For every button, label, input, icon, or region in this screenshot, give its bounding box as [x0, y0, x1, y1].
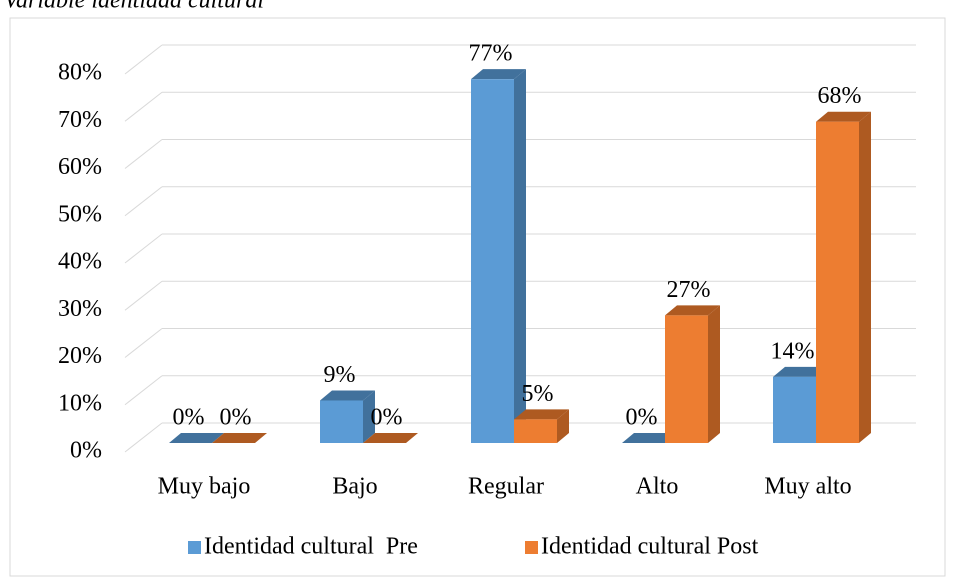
bar-top [363, 433, 418, 443]
bar-top [665, 305, 720, 316]
grid-line-side [124, 233, 163, 264]
bar [665, 315, 708, 443]
bar-top [816, 111, 871, 122]
y-tick-label: 30% [58, 296, 102, 322]
bar-side [557, 409, 569, 443]
grid-line-side [124, 139, 163, 169]
bar-top [169, 433, 224, 443]
y-tick-label: 80% [58, 60, 102, 86]
bar-side [363, 390, 375, 443]
chart-frame [9, 17, 946, 577]
grid-line-side [124, 186, 163, 217]
x-tick-label: Alto [636, 474, 679, 500]
bar-top [514, 409, 569, 420]
data-label: 68% [818, 83, 862, 109]
data-label: 14% [771, 338, 815, 364]
bar-top [471, 69, 526, 80]
y-tick-label: 20% [58, 343, 102, 369]
bar [514, 419, 557, 443]
bar-top [773, 366, 828, 377]
grid-line-side [124, 280, 163, 311]
x-tick-label: Regular [468, 474, 544, 500]
y-tick-label: 50% [58, 201, 102, 227]
bar [773, 376, 816, 443]
data-label: 0% [173, 405, 205, 431]
legend-swatch [525, 541, 538, 554]
data-label: 0% [220, 405, 252, 431]
bar-side [514, 69, 526, 444]
y-tick-label: 40% [58, 249, 102, 275]
data-label: 0% [626, 405, 658, 431]
grid-line-side [124, 328, 163, 358]
legend-label: Identidad cultural Pre [204, 534, 418, 560]
bar-side [708, 305, 720, 443]
y-tick-label: 0% [70, 438, 102, 464]
legend-swatch [188, 541, 201, 554]
bar-top [622, 433, 677, 443]
legend-label: Identidad cultural Post [541, 534, 759, 560]
x-tick-label: Bajo [332, 474, 377, 500]
x-tick-label: Muy bajo [158, 474, 251, 500]
bar-side [859, 111, 871, 443]
data-label: 77% [469, 41, 513, 67]
grid-line-side [124, 91, 163, 122]
bar [816, 121, 859, 443]
grid-line-side [124, 375, 163, 406]
data-label: 9% [324, 362, 356, 388]
chart-title: Variable identidad cultural [4, 0, 264, 14]
bar-top [212, 433, 267, 443]
bar [320, 400, 363, 443]
data-label: 5% [522, 381, 554, 407]
y-tick-label: 70% [58, 107, 102, 133]
data-label: 27% [667, 277, 711, 303]
x-tick-label: Muy alto [764, 474, 851, 500]
bar-top [320, 390, 375, 401]
grid-line-side [124, 44, 163, 75]
y-tick-label: 60% [58, 154, 102, 180]
grid-line-side [124, 422, 163, 453]
data-label: 0% [371, 405, 403, 431]
bar [471, 79, 514, 444]
y-tick-label: 10% [58, 390, 102, 416]
